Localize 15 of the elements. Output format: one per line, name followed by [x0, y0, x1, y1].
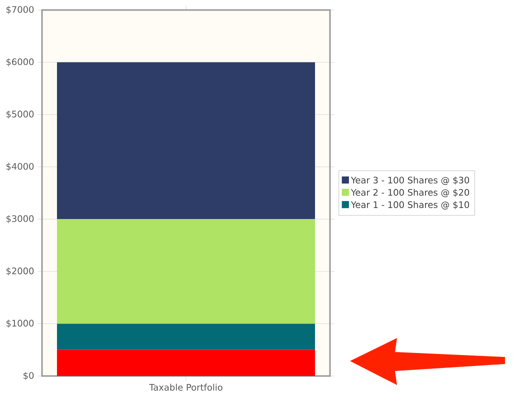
legend-label: Year 1 - 100 Shares @ $10	[350, 201, 470, 210]
y-tick-label: $3000	[6, 215, 34, 224]
y-tick-label: $2000	[6, 267, 34, 276]
bar	[56, 219, 316, 324]
bar	[56, 350, 316, 376]
y-tick-label: $1000	[6, 320, 34, 328]
y-tick-label: $7000	[6, 6, 34, 14]
y-tick-label: $5000	[6, 110, 34, 119]
legend-label: Year 3 - 100 Shares @ $30	[350, 176, 470, 185]
y-tick-label: $6000	[6, 58, 34, 66]
y-tick-label: $4000	[6, 162, 34, 171]
x-tick-label: Taxable Portfolio	[149, 384, 222, 391]
y-tick-label: $0	[24, 372, 34, 380]
legend-label: Year 2 - 100 Shares @ $20	[350, 188, 470, 198]
bar	[56, 324, 316, 350]
